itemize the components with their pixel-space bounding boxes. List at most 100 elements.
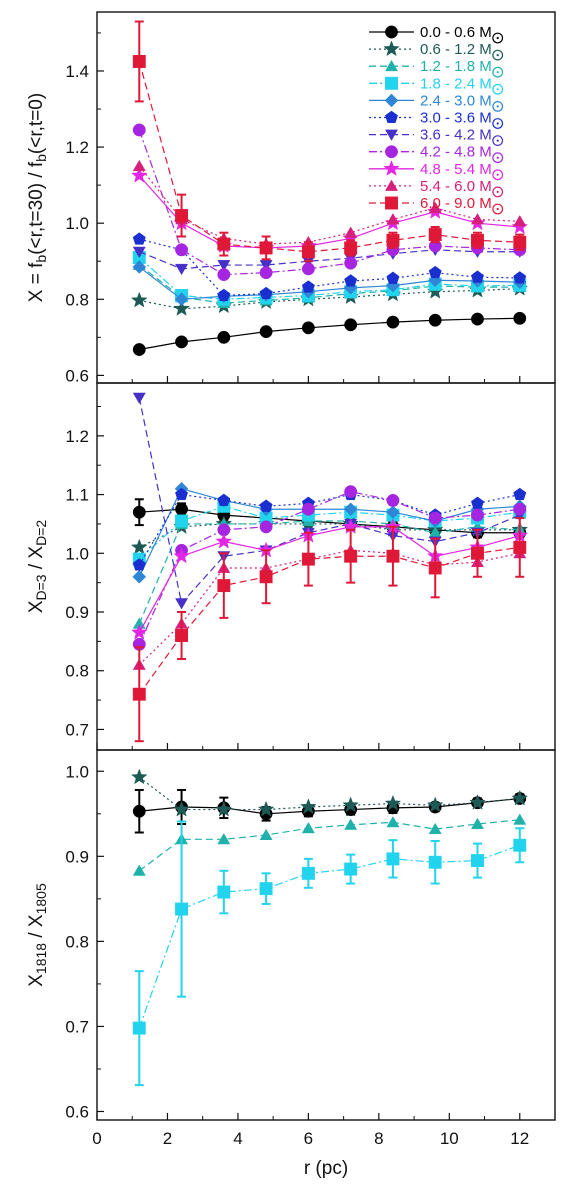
y-tick-label: 0.8	[65, 662, 89, 681]
data-point	[428, 265, 442, 279]
data-point	[386, 271, 400, 284]
legend-marker	[384, 93, 399, 108]
data-point	[259, 241, 273, 255]
legend-entry: 4.2 - 4.8 M	[369, 144, 504, 164]
series-line	[138, 264, 520, 304]
y-axis-title-part: 1818	[33, 943, 49, 974]
data-point	[471, 508, 484, 522]
series-line	[138, 61, 520, 253]
data-point	[428, 561, 442, 575]
series-line	[138, 526, 520, 633]
series-line	[138, 549, 520, 666]
data-point	[470, 213, 484, 225]
data-point	[259, 570, 273, 584]
data-point	[513, 838, 527, 852]
y-axis-title-part: b	[33, 255, 49, 263]
data-point	[259, 260, 273, 272]
legend-entry: 0.0 - 0.6 M	[369, 24, 504, 44]
legend-entry: 5.4 - 6.0 M	[369, 178, 504, 198]
y-tick-label: 0.7	[65, 720, 89, 739]
legend-entry: 6.0 - 9.0 M	[369, 195, 504, 215]
legend-marker	[383, 40, 400, 57]
data-point	[131, 166, 148, 183]
data-point	[217, 237, 231, 251]
data-point	[471, 546, 484, 560]
data-point	[259, 882, 273, 896]
data-point	[301, 552, 315, 566]
data-point	[132, 232, 146, 245]
legend-entry: 2.4 - 3.0 M	[369, 92, 504, 112]
series-2-4-3-0-m	[132, 260, 527, 307]
x-tick-label: 6	[304, 1129, 313, 1148]
series-3-6-4-2-m	[132, 244, 527, 276]
y-axis-title: X1818 / X1805	[26, 883, 49, 987]
legend-marker	[385, 76, 398, 90]
data-point	[175, 335, 189, 349]
sun-symbol-dot	[496, 173, 499, 176]
data-point	[175, 263, 189, 276]
series-line	[139, 317, 520, 351]
legend-entry: 3.0 - 3.6 M	[369, 110, 504, 129]
y-axis-title-part: b	[33, 154, 49, 162]
sun-symbol-icon	[492, 203, 504, 215]
data-point	[259, 266, 273, 280]
series-line	[138, 491, 520, 645]
data-point	[132, 864, 146, 876]
series-line	[138, 129, 520, 276]
sun-symbol-dot	[496, 207, 499, 211]
sun-symbol-icon	[492, 152, 504, 164]
data-point	[217, 493, 231, 506]
data-point	[301, 262, 315, 276]
data-point	[132, 55, 146, 68]
data-point	[344, 818, 358, 830]
data-point	[386, 213, 400, 225]
sun-symbol-dot	[496, 54, 499, 57]
data-point	[175, 598, 189, 610]
data-point	[132, 392, 146, 404]
data-point	[132, 159, 146, 172]
y-axis-title-part: D=3	[33, 574, 49, 600]
series-0-6-1-2-m	[131, 768, 529, 817]
data-point	[344, 485, 358, 499]
data-point	[471, 854, 484, 868]
y-axis-title-part: X	[26, 974, 47, 987]
series-4-2-4-8-m	[132, 485, 527, 651]
data-point	[386, 549, 400, 563]
sun-symbol-icon	[492, 169, 504, 181]
y-tick-label: 1.2	[65, 138, 89, 157]
data-point	[259, 286, 273, 300]
legend-marker	[385, 25, 398, 39]
data-point	[301, 280, 315, 293]
data-point	[173, 547, 190, 564]
sun-symbol-dot	[496, 122, 499, 125]
data-point	[259, 520, 273, 534]
data-point	[513, 271, 527, 284]
data-point	[344, 256, 358, 270]
data-point	[513, 502, 527, 516]
data-point	[344, 241, 358, 255]
data-point	[173, 300, 190, 316]
legend-marker	[385, 179, 398, 191]
data-point	[175, 487, 189, 501]
series-line	[138, 266, 520, 300]
panel-2-frame	[96, 382, 556, 751]
data-point	[470, 817, 484, 829]
legend-marker	[385, 110, 398, 124]
data-point	[301, 866, 315, 880]
series-1-8-2-4-m	[132, 820, 527, 1087]
data-point	[215, 800, 233, 817]
data-point	[301, 502, 315, 516]
data-point	[344, 274, 358, 287]
data-point	[259, 499, 273, 512]
data-point	[131, 623, 148, 640]
data-point	[428, 201, 442, 213]
legend-entry: 1.2 - 1.8 M	[369, 58, 504, 78]
data-point	[511, 789, 529, 806]
series-line	[138, 487, 520, 578]
data-point	[471, 312, 484, 326]
y-axis-title-part: X	[26, 600, 47, 613]
data-point	[469, 794, 486, 810]
series-6-0-9-0-m	[132, 517, 527, 743]
sun-symbol-dot	[496, 71, 499, 74]
y-tick-label: 1.2	[65, 427, 89, 446]
